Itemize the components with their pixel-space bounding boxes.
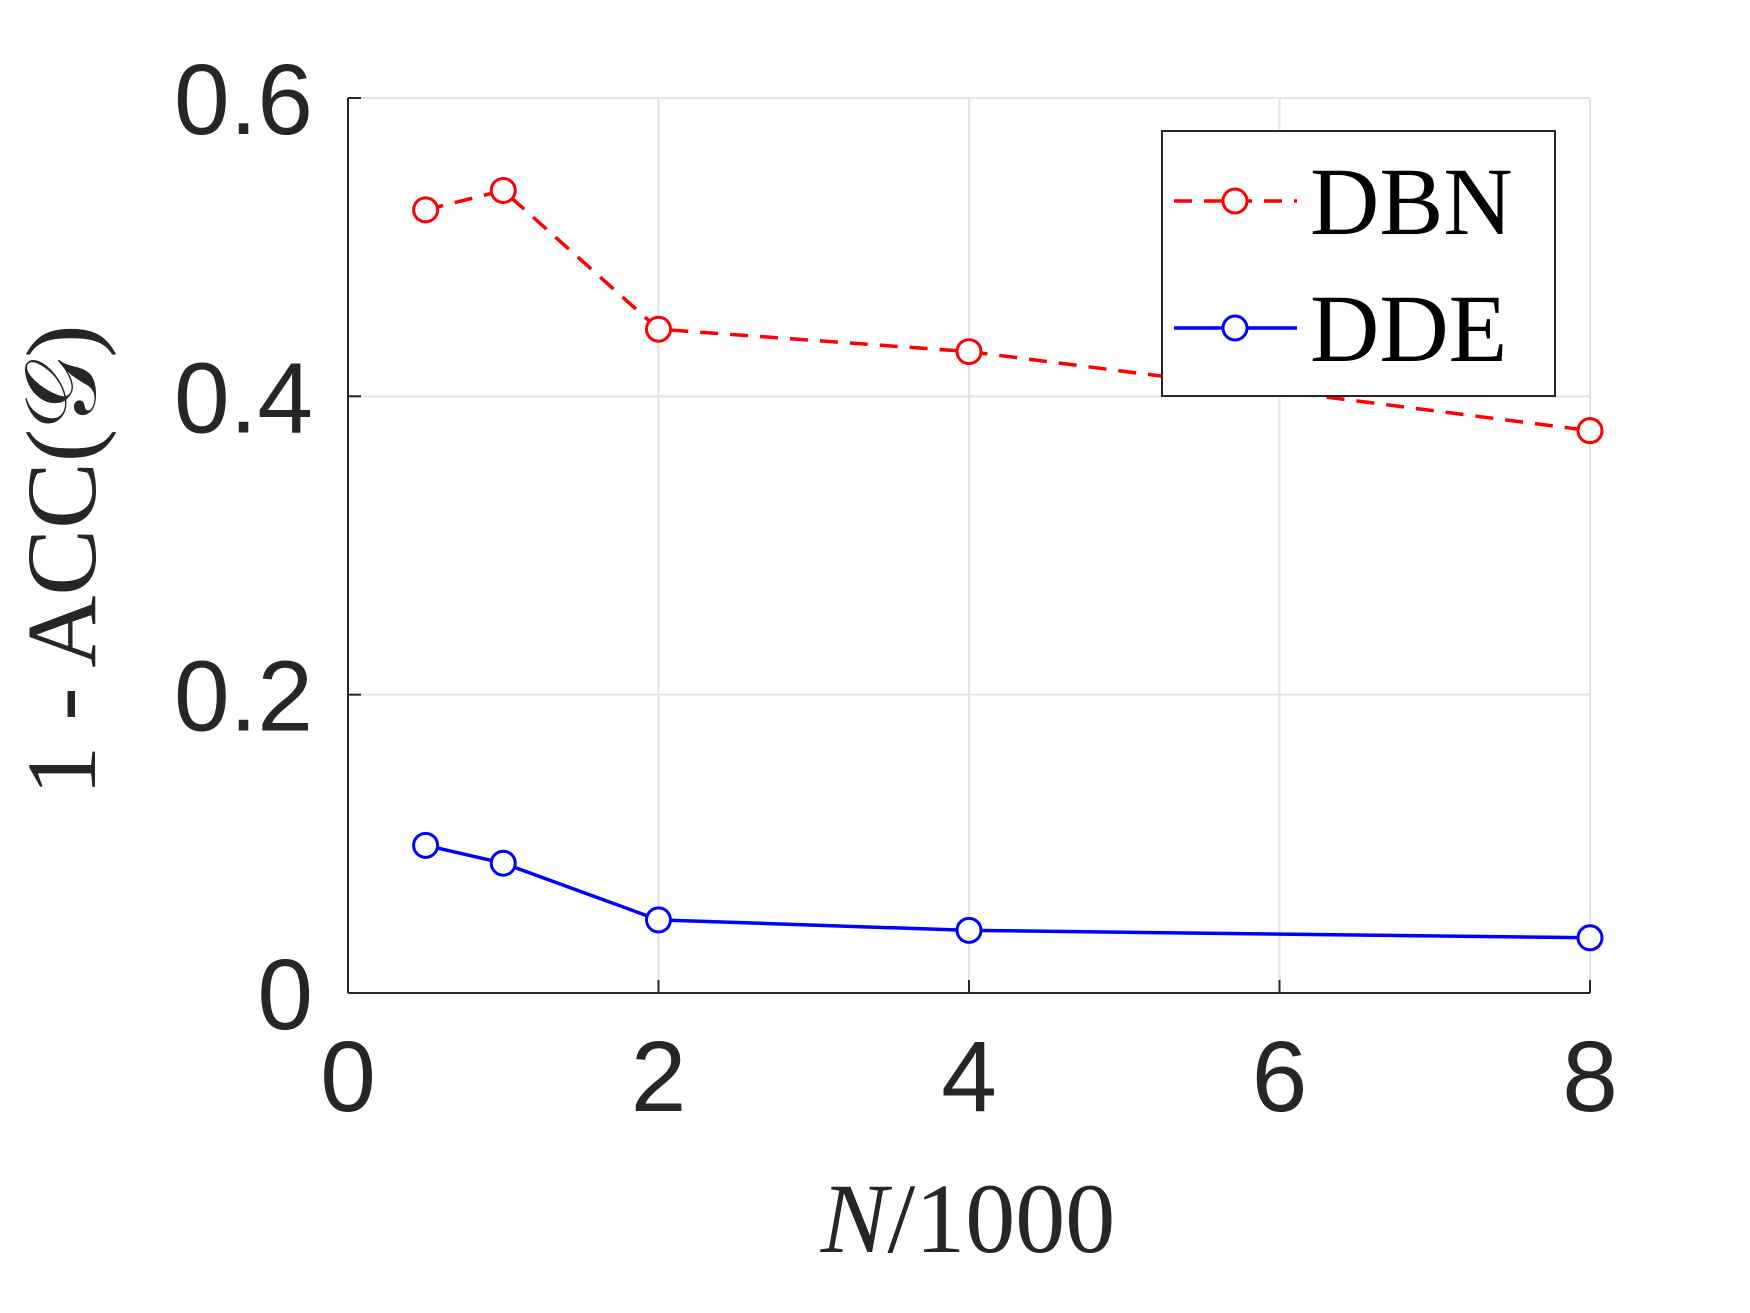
legend-marker-dde [1221, 314, 1249, 342]
legend: DBN DDE [1161, 130, 1556, 397]
x-axis-label-var: N [820, 1163, 893, 1274]
y-axis-label: 1 - ACC(𝒢) [6, 324, 117, 795]
data-point-dbn [412, 196, 440, 224]
data-point-dde [1576, 924, 1604, 952]
data-point-dde [645, 906, 672, 934]
y-tick-label: 0.4 [174, 342, 313, 454]
x-axis-label: N/1000 [820, 1163, 1116, 1274]
x-tick-label: 0 [320, 1021, 376, 1133]
y-tick-label: 0.6 [174, 44, 313, 156]
axes [347, 97, 1591, 994]
data-point-dde [412, 831, 440, 859]
x-tick-label: 8 [1562, 1021, 1618, 1133]
data-point-dbn [645, 315, 672, 343]
x-tick-label: 6 [1252, 1021, 1308, 1133]
x-tick-label: 2 [631, 1021, 687, 1133]
x-axis-label-rest: /1000 [887, 1163, 1115, 1274]
x-tick-label: 4 [941, 1021, 997, 1133]
series-layer [412, 176, 1604, 952]
y-tick-label: 0.2 [174, 641, 313, 753]
legend-label-dbn: DBN [1310, 148, 1513, 255]
legend-box [1161, 130, 1556, 397]
tick-labels: 0 2 4 6 8 0 0.2 0.4 0.6 [174, 44, 1618, 1133]
data-point-dbn [1576, 417, 1604, 445]
data-point-dbn [955, 338, 983, 366]
legend-marker-dbn [1221, 187, 1249, 215]
data-point-dde [489, 849, 517, 877]
data-point-dde [955, 916, 983, 944]
y-tick-label: 0 [257, 939, 313, 1051]
data-point-dbn [489, 176, 517, 204]
series-line-dde [425, 843, 1591, 940]
legend-label-dde: DDE [1310, 275, 1507, 382]
